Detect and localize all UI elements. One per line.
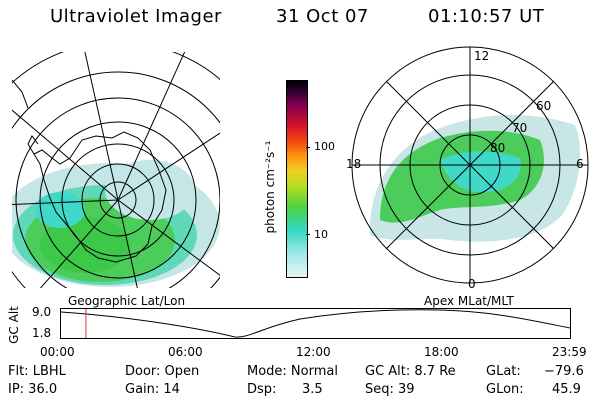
timeline-xtick-0600: 06:00 [168, 345, 203, 359]
glon-value: 45.9 [552, 382, 581, 397]
orbit-altitude-timeline [60, 308, 571, 339]
colorbar-label-100: 100 [314, 140, 335, 153]
timeline-xtick-1800: 18:00 [424, 345, 459, 359]
longitude-meridians [12, 52, 220, 288]
apex-polar-plot: 12 18 6 0 60 70 80 [346, 46, 589, 290]
sequence-number: Seq: 39 [365, 382, 415, 397]
mode-status: Mode: Normal [247, 364, 338, 379]
mlt-label-12: 12 [474, 49, 489, 63]
glat-label: GLat: [486, 364, 521, 379]
aurora-emission-left [12, 160, 220, 287]
dsp-label: Dsp: [247, 382, 277, 397]
dsp-value: 3.5 [302, 382, 323, 397]
filter-status: Flt: LBHL [8, 364, 66, 379]
gain-status: Gain: 14 [125, 382, 180, 397]
date-label: 31 Oct 07 [276, 6, 369, 27]
mlat-label-70: 70 [512, 121, 527, 135]
colorbar-label-10: 10 [314, 228, 328, 241]
mlt-label-0: 0 [468, 277, 476, 290]
altitude-curve [60, 309, 571, 338]
timeline-axis-label: GC Alt [7, 306, 21, 344]
timeline-ytick-max: 9.0 [32, 305, 52, 319]
colorbar-unit-label: photon cm⁻²s⁻¹ [263, 140, 277, 234]
antarctica-coastline [33, 131, 167, 263]
latitude-circles [12, 52, 220, 288]
geographic-map-panel [12, 52, 220, 288]
gc-altitude: GC Alt: 8.7 Re [365, 364, 456, 379]
timeline-xtick-0000: 00:00 [40, 345, 75, 359]
left-panel-caption: Geographic Lat/Lon [68, 294, 186, 308]
time-label: 01:10:57 UT [428, 6, 545, 27]
glat-value: −79.6 [544, 364, 584, 379]
colorbar-tick-10 [306, 234, 310, 235]
timeline-ytick-min: 1.8 [32, 326, 52, 340]
timeline-xtick-2359: 23:59 [552, 345, 587, 359]
mlt-label-18: 18 [346, 157, 361, 171]
instrument-title: Ultraviolet Imager [50, 6, 222, 27]
colorbar-tick-100 [306, 147, 310, 148]
ip-status: IP: 36.0 [8, 382, 58, 397]
colorbar [286, 80, 308, 278]
door-status: Door: Open [125, 364, 200, 379]
mlat-label-60: 60 [536, 99, 551, 113]
mlt-label-6: 6 [576, 157, 584, 171]
mlat-label-80: 80 [490, 141, 505, 155]
timeline-xtick-1200: 12:00 [296, 345, 331, 359]
right-panel-caption: Apex MLat/MLT [424, 294, 514, 308]
glon-label: GLon: [486, 382, 524, 397]
mlt-meridians [352, 47, 588, 283]
